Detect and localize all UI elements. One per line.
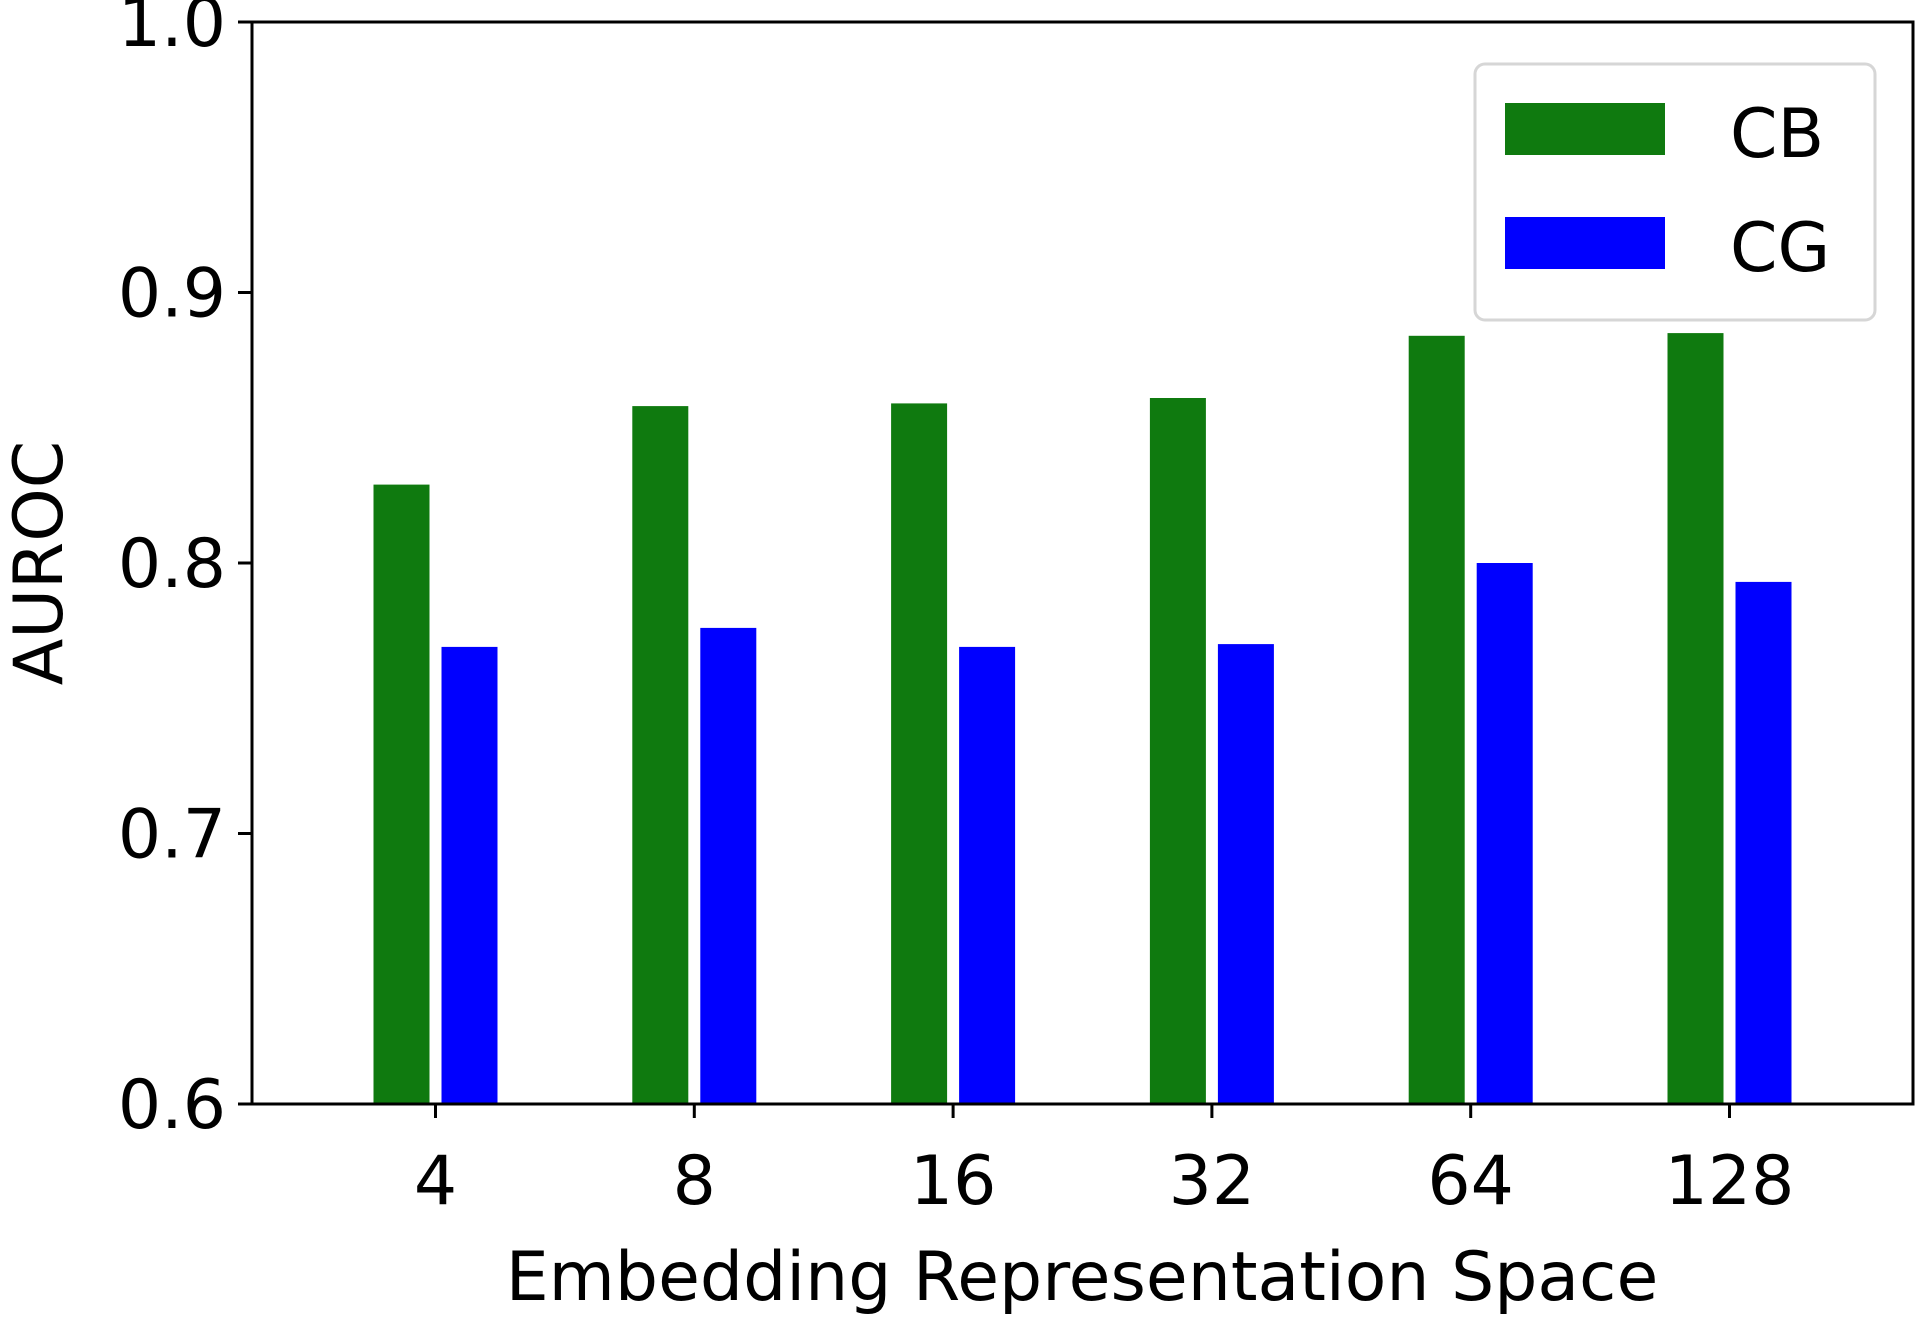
x-axis-ticks: 4 8 16 32 64 128 [414,1104,1795,1221]
bar-cg-4 [441,646,498,1104]
y-tick-label: 0.9 [118,255,226,334]
legend-swatch-cb [1505,103,1665,155]
legend-label-cb: CB [1730,95,1824,174]
legend-label-cg: CG [1730,209,1830,288]
bar-cb-32 [1149,398,1206,1104]
y-tick-label: 0.7 [118,796,226,875]
bar-cb-16 [891,403,948,1104]
bar-cb-128 [1667,333,1724,1105]
bar-cg-128 [1735,581,1792,1104]
y-tick-label: 0.6 [118,1066,226,1145]
y-tick-label: 0.8 [118,525,226,604]
x-tick-label: 32 [1169,1142,1256,1221]
bar-cb-8 [632,406,689,1105]
x-tick-label: 128 [1665,1142,1795,1221]
bar-cb-4 [373,484,430,1105]
x-tick-label: 64 [1427,1142,1514,1221]
legend: CB CG [1473,62,1877,322]
bar-cg-64 [1476,563,1533,1104]
bar-cg-32 [1217,644,1274,1104]
y-tick-label: 1.0 [118,0,226,63]
plot-area-frame [250,20,1915,1106]
x-tick-label: 16 [910,1142,997,1221]
x-tick-label: 4 [414,1142,457,1221]
bar-cg-16 [959,646,1016,1104]
bar-cg-8 [700,627,757,1104]
bars-group [373,333,1792,1105]
legend-swatch-cg [1505,217,1665,269]
x-axis-label: Embedding Representation Space [506,1238,1659,1317]
bar-cb-64 [1408,335,1465,1104]
x-tick-label: 8 [673,1142,716,1221]
y-axis-label: AUROC [0,441,79,686]
y-axis-ticks: 0.6 0.7 0.8 0.9 1.0 [118,0,252,1145]
